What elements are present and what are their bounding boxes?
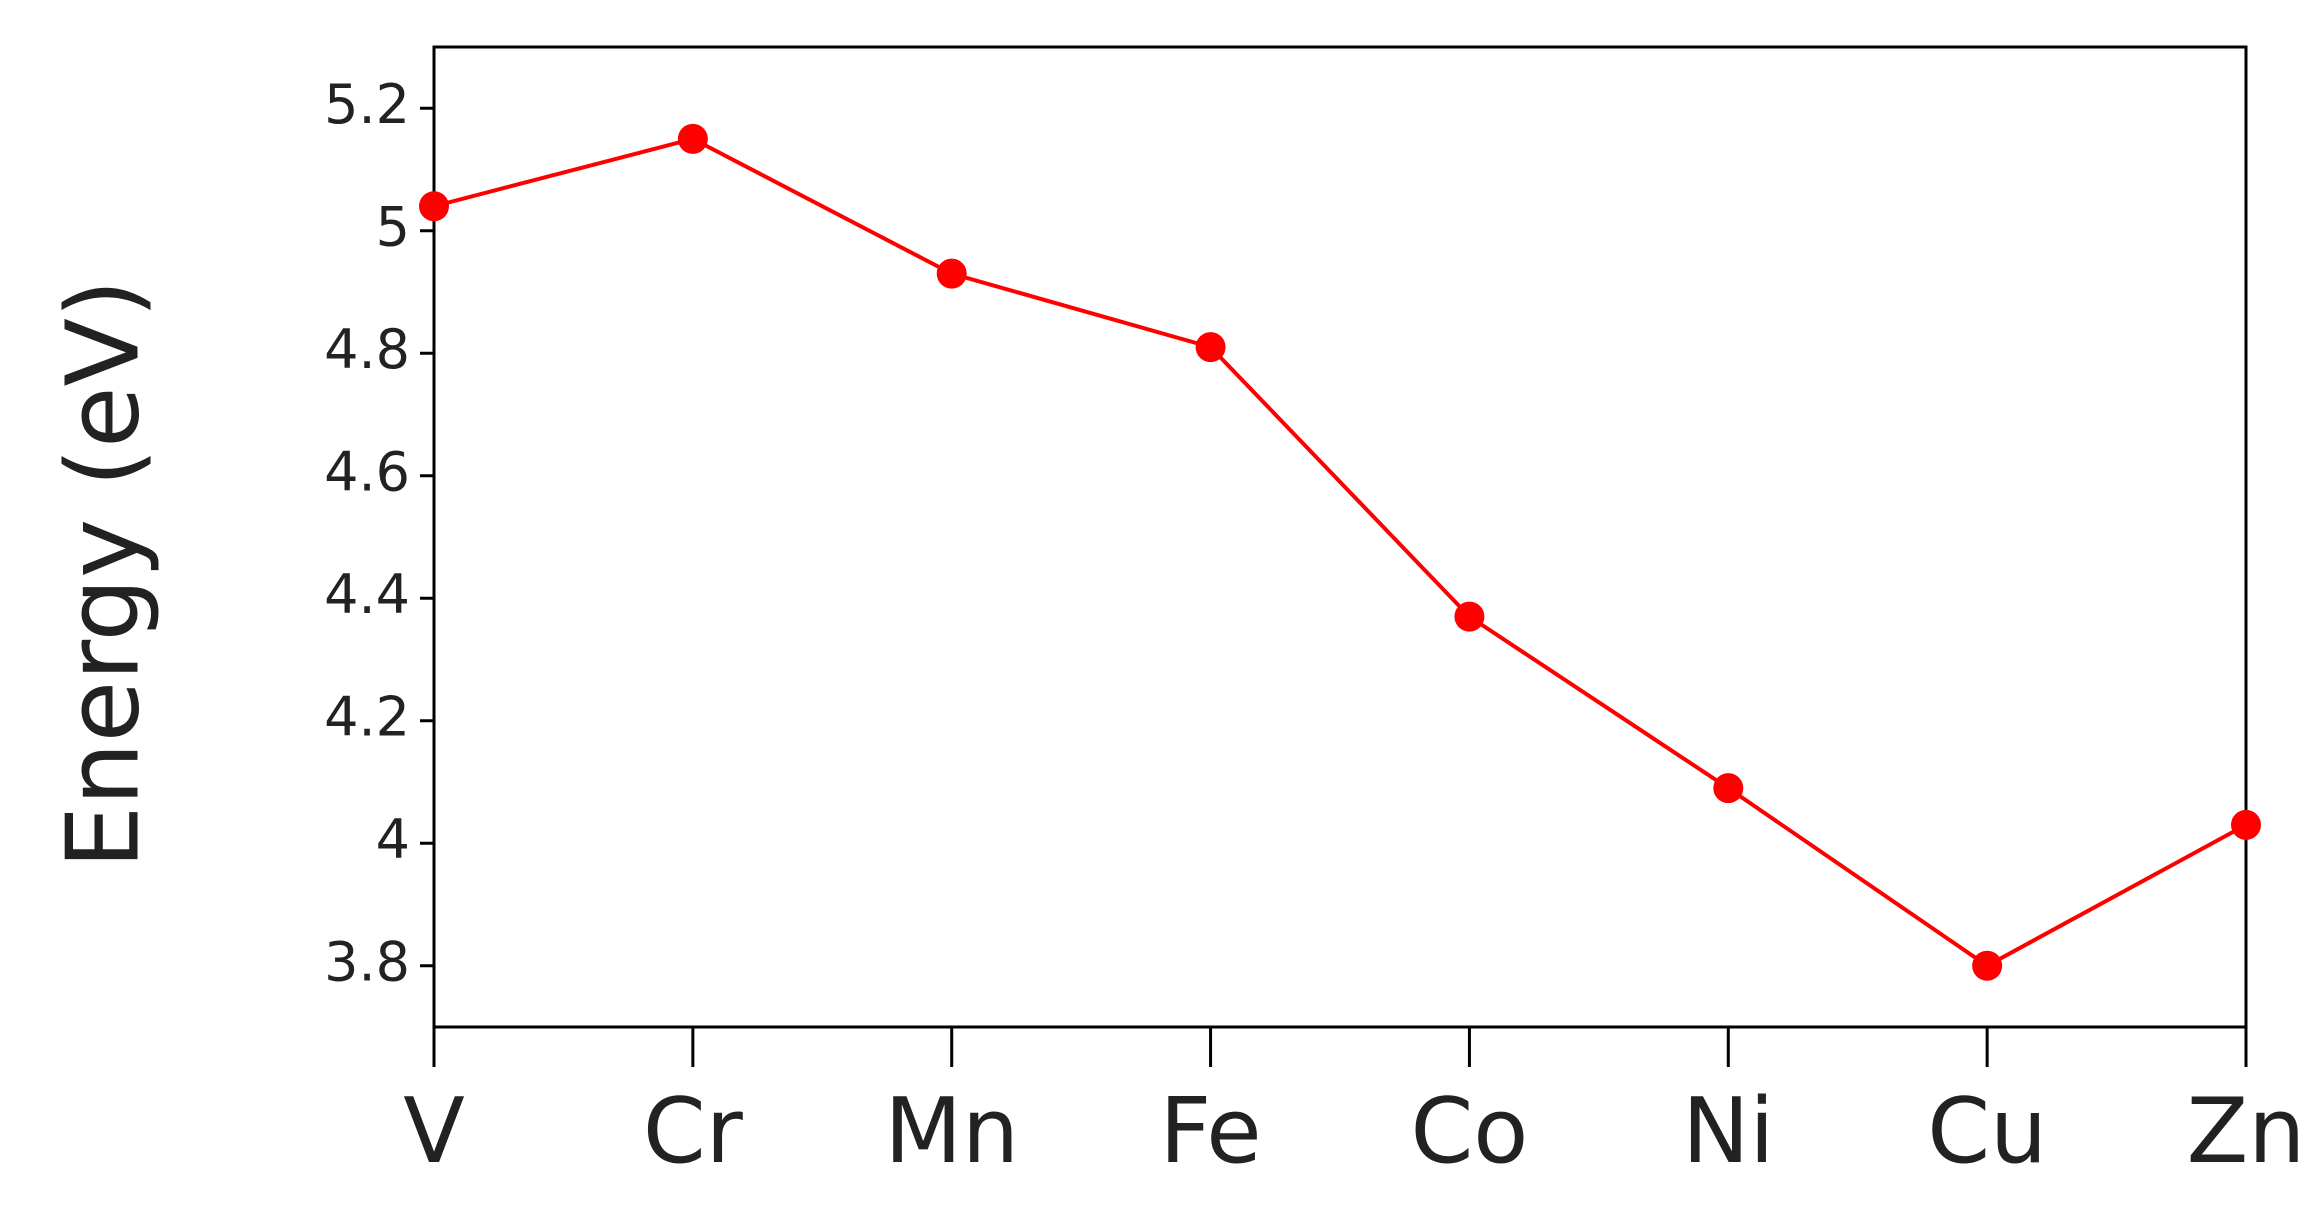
y-tick-label: 5.2 bbox=[324, 73, 410, 136]
x-tick-label: V bbox=[403, 1079, 465, 1184]
x-tick-label: Ni bbox=[1682, 1079, 1774, 1184]
x-tick-label: Cr bbox=[643, 1079, 743, 1184]
marker bbox=[1454, 601, 1485, 632]
y-tick-label: 3.8 bbox=[324, 930, 410, 993]
marker bbox=[1713, 773, 1744, 804]
marker bbox=[936, 258, 967, 289]
line bbox=[433, 136, 2247, 969]
y-tick-label: 4.4 bbox=[324, 563, 410, 626]
x-tick-label: Zn bbox=[2187, 1079, 2306, 1184]
marker bbox=[1195, 332, 1226, 363]
y-axis-title: Energy (eV) bbox=[44, 279, 161, 869]
x-tick-label: Fe bbox=[1159, 1079, 1261, 1184]
y-tick-label: 4.8 bbox=[324, 318, 410, 381]
marker bbox=[1972, 950, 2003, 981]
marker bbox=[2231, 809, 2261, 840]
y-tick-label: 4.6 bbox=[324, 440, 410, 503]
plot-frame bbox=[432, 45, 2248, 1029]
x-tick-label: Co bbox=[1410, 1079, 1528, 1184]
x-tick-label: Mn bbox=[884, 1079, 1019, 1184]
marker bbox=[677, 123, 708, 154]
y-tick-label: 4.2 bbox=[324, 685, 410, 748]
x-tick-label: Cu bbox=[1927, 1079, 2047, 1184]
y-tick-label: 4 bbox=[376, 808, 410, 871]
marker bbox=[419, 191, 449, 222]
y-tick-label: 5 bbox=[376, 195, 410, 258]
